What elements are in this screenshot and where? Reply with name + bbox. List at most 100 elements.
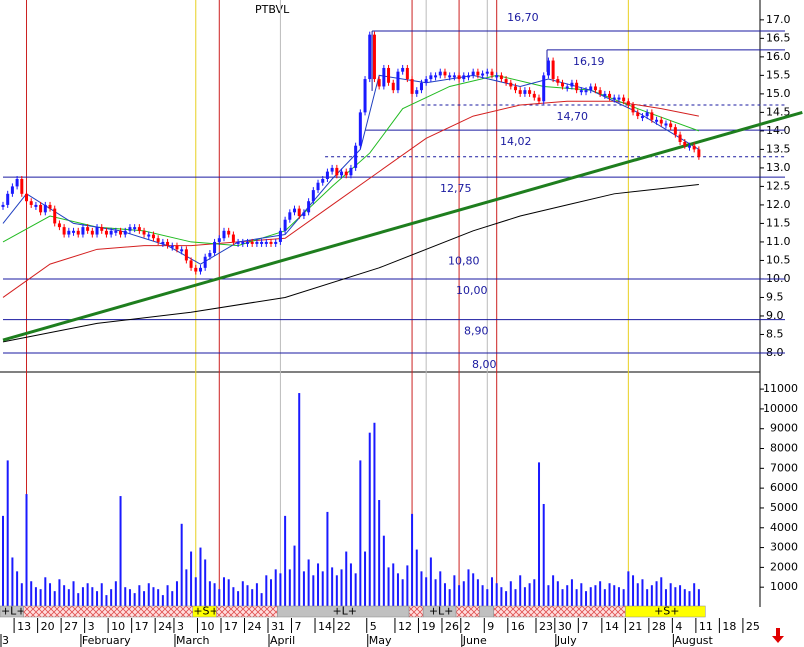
y-tick-label: 9.0 <box>766 309 784 322</box>
volume-bar <box>100 583 103 607</box>
volume-bar <box>420 571 423 607</box>
candle <box>697 149 701 157</box>
candle <box>72 230 76 233</box>
level-label: 8,00 <box>472 358 497 371</box>
candle <box>349 167 353 176</box>
volume-bar <box>495 583 498 607</box>
volume-bar <box>354 573 357 607</box>
candle <box>297 208 301 217</box>
candle <box>20 179 24 194</box>
volume-bar <box>279 573 282 607</box>
candle <box>561 82 565 87</box>
candle <box>537 97 541 102</box>
volume-bar <box>556 581 559 607</box>
candle <box>227 230 231 235</box>
volume-bar <box>175 581 178 607</box>
y2-tick-label: 6000 <box>770 481 798 494</box>
candle <box>260 241 264 244</box>
volume-bar <box>547 585 550 607</box>
candle <box>189 260 193 268</box>
candle <box>575 82 579 91</box>
volume-bar <box>227 579 230 607</box>
volume-bar <box>180 523 183 607</box>
volume-bar <box>697 589 700 607</box>
candle <box>104 230 108 235</box>
volume-bar <box>570 579 573 607</box>
y2-tick-label: 11000 <box>763 382 798 395</box>
candle <box>325 171 329 180</box>
candle <box>1 204 5 207</box>
candle <box>565 86 569 89</box>
y2-tick-label: 5000 <box>770 501 798 514</box>
volume-bar <box>345 551 348 607</box>
volume-bar <box>326 511 329 607</box>
candle <box>25 193 29 202</box>
volume-bar <box>77 593 80 607</box>
candle <box>208 253 212 257</box>
x-tick-label: 17 <box>224 620 238 633</box>
x-tick-label: 19 <box>421 620 435 633</box>
y2-tick-label: 8000 <box>770 442 798 455</box>
volume-bar <box>632 575 635 607</box>
volume-bar <box>270 579 273 607</box>
volume-bar <box>552 575 555 607</box>
candle <box>405 67 409 80</box>
volume-bar <box>34 587 37 607</box>
x-tick-label: 25 <box>746 620 760 633</box>
scroll-arrow[interactable] <box>772 628 784 643</box>
x-tick-label: 9 <box>487 620 494 633</box>
x-tick-label: 23 <box>539 620 553 633</box>
candle <box>358 112 362 146</box>
volume-bar <box>594 585 597 607</box>
candle <box>119 230 123 235</box>
volume-bar <box>617 587 620 607</box>
volume-bar <box>364 551 367 607</box>
volume-bar <box>340 569 343 607</box>
volume-bar <box>147 583 150 607</box>
candle <box>161 241 165 244</box>
candle <box>344 171 348 176</box>
y-tick-label: 15.5 <box>766 68 791 81</box>
volume-bar <box>190 551 193 607</box>
volume-bar <box>96 591 99 607</box>
candle <box>198 267 202 272</box>
volume-bar <box>509 581 512 607</box>
candle <box>10 186 14 194</box>
volume-bar <box>11 557 14 607</box>
volume-bar <box>481 585 484 607</box>
level-label: 12,75 <box>440 182 472 195</box>
signal-label: +L+ <box>332 605 357 618</box>
signal-segment <box>625 605 706 618</box>
candle <box>231 234 235 242</box>
volume-bar <box>453 575 456 607</box>
y2-tick-label: 3000 <box>770 541 798 554</box>
volume-bar <box>664 589 667 607</box>
volume-bar <box>589 587 592 607</box>
volume-bar <box>110 589 113 607</box>
month-label: March <box>176 634 210 647</box>
volume-bar <box>204 559 207 607</box>
y2-tick-label: 10000 <box>763 402 798 415</box>
candle <box>570 82 574 87</box>
candle <box>678 134 682 142</box>
volume-bar <box>467 569 470 607</box>
volume-bar <box>114 581 117 607</box>
x-tick-label: 17 <box>135 620 149 633</box>
candle <box>391 82 395 91</box>
volume-bar <box>284 515 287 607</box>
volume-bar <box>669 583 672 607</box>
volume-bar <box>260 593 263 607</box>
candle <box>321 179 325 183</box>
candle <box>466 75 470 78</box>
y2-tick-label: 7000 <box>770 461 798 474</box>
candle <box>213 241 217 254</box>
candle <box>382 67 386 87</box>
volume-bar <box>382 535 385 607</box>
candle <box>368 34 372 80</box>
volume-bar <box>373 422 376 607</box>
x-tick-label: 13 <box>17 620 31 633</box>
chart-title: PTBVL <box>255 3 290 16</box>
volume-bar <box>232 587 235 607</box>
candle <box>62 227 66 235</box>
